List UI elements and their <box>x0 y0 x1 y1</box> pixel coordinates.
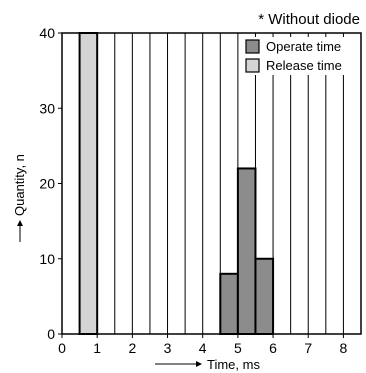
x-tick-label: 3 <box>164 340 172 356</box>
bars <box>78 32 275 335</box>
y-axis-label: Quantity, n <box>12 154 27 242</box>
x-tick-label: 6 <box>269 340 277 356</box>
vertical-grid <box>79 33 344 334</box>
bar-release-time <box>78 32 99 335</box>
bar-operate-time <box>254 257 275 335</box>
plot-frame <box>61 32 362 335</box>
y-tick-label: 30 <box>39 100 55 116</box>
x-tick-label: 8 <box>340 340 348 356</box>
x-tick-label: 4 <box>199 340 207 356</box>
legend: Operate time Release time <box>242 37 360 75</box>
bar-operate-time <box>236 167 257 335</box>
y-axis-title: Quantity, n <box>12 154 27 216</box>
y-tick-label: 0 <box>47 326 55 342</box>
chart-annotation: * Without diode <box>258 11 360 28</box>
legend-background <box>242 37 360 75</box>
y-tick-label: 10 <box>39 251 55 267</box>
x-tick-label: 0 <box>58 340 66 356</box>
y-tick-label: 40 <box>39 25 55 41</box>
axis-ticks: 0 1 2 3 4 5 6 7 8 0 10 20 30 40 <box>39 25 347 356</box>
legend-label: Operate time <box>266 39 341 54</box>
x-tick-label: 1 <box>93 340 101 356</box>
x-tick-label: 2 <box>128 340 136 356</box>
x-tick-label: 7 <box>304 340 312 356</box>
legend-swatch <box>245 39 260 54</box>
y-tick-label: 20 <box>39 176 55 192</box>
y-axis-arrowhead <box>17 220 23 226</box>
x-tick-label: 5 <box>234 340 242 356</box>
x-axis-title: Time, ms <box>207 357 260 372</box>
bar-operate-time <box>219 272 239 335</box>
x-axis-arrowhead <box>196 361 202 367</box>
x-axis-label: Time, ms <box>155 357 260 372</box>
legend-label: Release time <box>266 58 342 73</box>
legend-swatch <box>245 58 260 73</box>
